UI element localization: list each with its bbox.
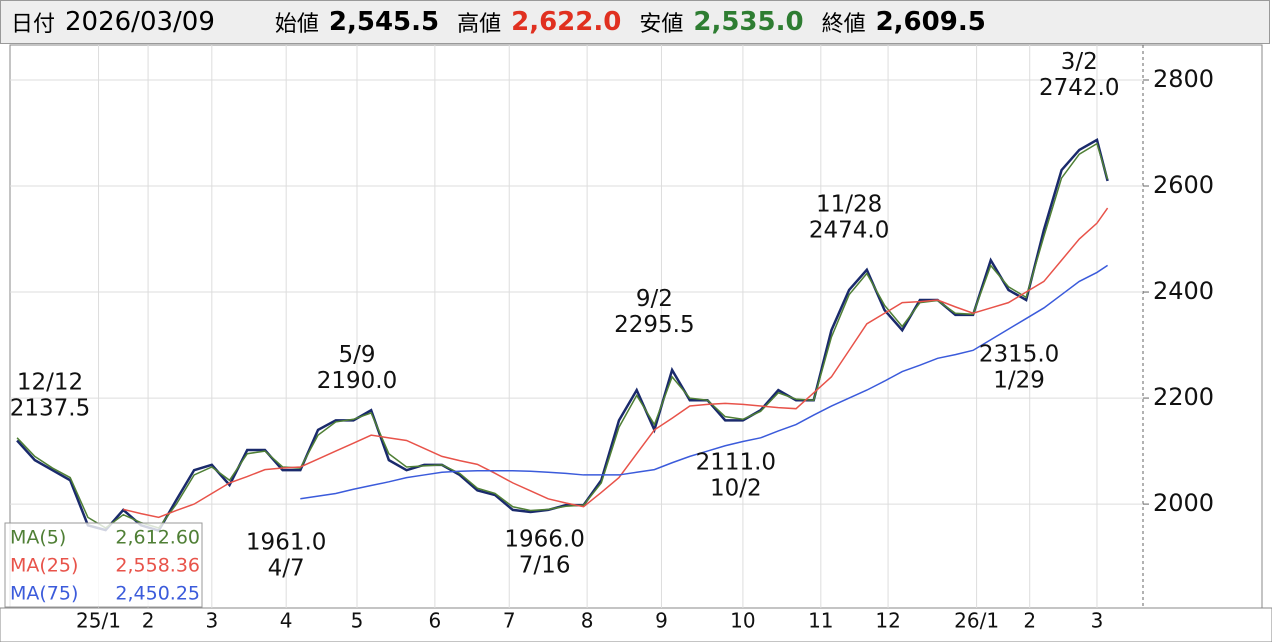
annotation-date: 5/9 bbox=[338, 342, 375, 368]
annotation-value: 2190.0 bbox=[317, 368, 397, 394]
legend-value: 2,612.60 bbox=[115, 527, 200, 549]
y-tick-label: 2800 bbox=[1153, 65, 1214, 93]
x-tick-label: 7 bbox=[503, 609, 516, 633]
x-tick-label: 25/1 bbox=[76, 609, 121, 633]
annotation-date: 9/2 bbox=[636, 286, 673, 312]
low-label: 安値 bbox=[639, 12, 684, 37]
x-tick-label: 8 bbox=[581, 609, 594, 633]
annotation-value: 1966.0 bbox=[504, 527, 584, 553]
x-tick-label: 2 bbox=[1023, 609, 1036, 633]
series-line bbox=[123, 207, 1109, 519]
x-tick-label: 9 bbox=[655, 609, 668, 633]
close: 2,609.5 bbox=[875, 7, 986, 37]
y-tick-label: 2600 bbox=[1153, 171, 1214, 199]
annotation-value: 2111.0 bbox=[696, 450, 776, 476]
x-tick-label: 4 bbox=[280, 609, 293, 633]
annotation-value: 2474.0 bbox=[809, 217, 889, 243]
series-line bbox=[300, 264, 1109, 500]
annotation-date: 3/2 bbox=[1061, 49, 1098, 75]
x-tick-label: 10 bbox=[730, 609, 755, 633]
legend-box bbox=[4, 522, 203, 608]
y-tick-label: 2000 bbox=[1153, 489, 1214, 517]
annotation-date: 1/29 bbox=[993, 368, 1045, 394]
high: 2,622.0 bbox=[511, 7, 622, 37]
annotation-value: 2137.5 bbox=[10, 396, 90, 422]
legend-value: 2,558.36 bbox=[115, 555, 200, 577]
annotation-value: 2315.0 bbox=[979, 342, 1059, 368]
x-tick-label: 12 bbox=[875, 609, 900, 633]
annotation-value: 1961.0 bbox=[246, 529, 326, 555]
y-tick-label: 2400 bbox=[1153, 277, 1214, 305]
open-label: 始値 bbox=[274, 12, 319, 37]
annotation-date: 11/28 bbox=[816, 191, 882, 217]
annotation-date: 12/12 bbox=[17, 370, 83, 396]
date-label: 日付 bbox=[11, 12, 56, 37]
legend-name: MA(5) bbox=[10, 527, 66, 549]
x-tick-label: 26/1 bbox=[954, 609, 999, 633]
legend-name: MA(25) bbox=[10, 555, 78, 577]
annotation-date: 7/16 bbox=[519, 553, 571, 579]
annotation-value: 2295.5 bbox=[614, 312, 694, 338]
x-tick-label: 3 bbox=[205, 609, 218, 633]
high-label: 高値 bbox=[457, 12, 502, 37]
annotation-value: 2742.0 bbox=[1039, 75, 1119, 101]
x-axis-strip bbox=[0, 607, 1272, 642]
x-tick-label: 2 bbox=[142, 609, 155, 633]
x-tick-label: 6 bbox=[429, 609, 442, 633]
date: 2026/03/09 bbox=[65, 7, 215, 37]
x-tick-label: 11 bbox=[808, 609, 833, 633]
plot-frame bbox=[9, 44, 1263, 609]
close-label: 終値 bbox=[821, 12, 866, 37]
x-tick-label: 3 bbox=[1091, 609, 1104, 633]
header: 日付 2026/03/09 始値 2,545.5 高値 2,622.0 安値 2… bbox=[0, 0, 1270, 44]
annotation-date: 10/2 bbox=[710, 476, 762, 502]
low: 2,535.0 bbox=[693, 7, 804, 37]
legend-name: MA(75) bbox=[10, 583, 78, 605]
legend-value: 2,450.25 bbox=[115, 583, 200, 605]
open: 2,545.5 bbox=[328, 7, 440, 37]
annotation-date: 4/7 bbox=[268, 555, 305, 581]
x-tick-label: 5 bbox=[351, 609, 364, 633]
y-tick-label: 2200 bbox=[1153, 383, 1214, 411]
